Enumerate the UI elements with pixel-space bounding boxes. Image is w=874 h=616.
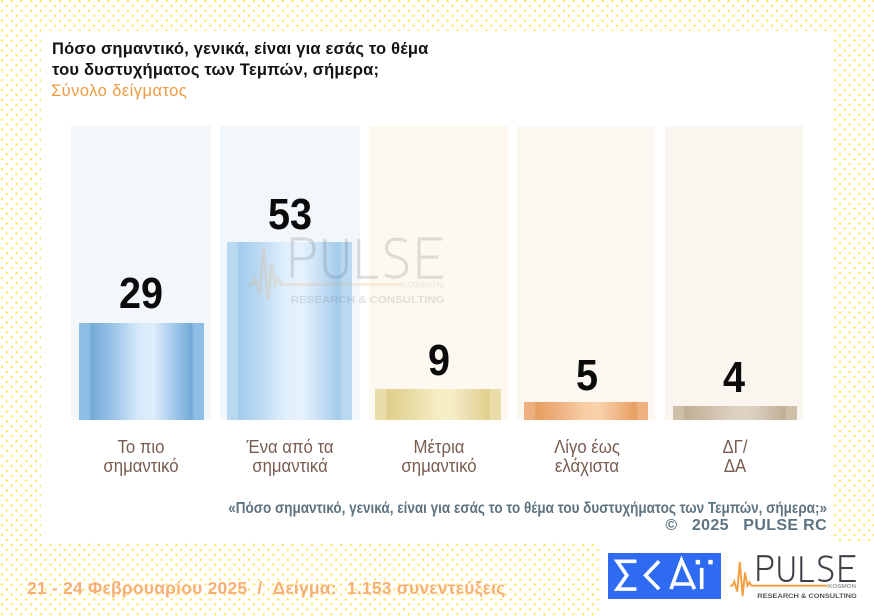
- svg-text:RESEARCH & CONSULTING: RESEARCH & CONSULTING: [290, 295, 444, 306]
- svg-text:RESEARCH & CONSULTING: RESEARCH & CONSULTING: [757, 593, 857, 600]
- svg-text:KOSMON: KOSMON: [828, 584, 856, 590]
- svg-text:KOSMON: KOSMON: [400, 281, 444, 290]
